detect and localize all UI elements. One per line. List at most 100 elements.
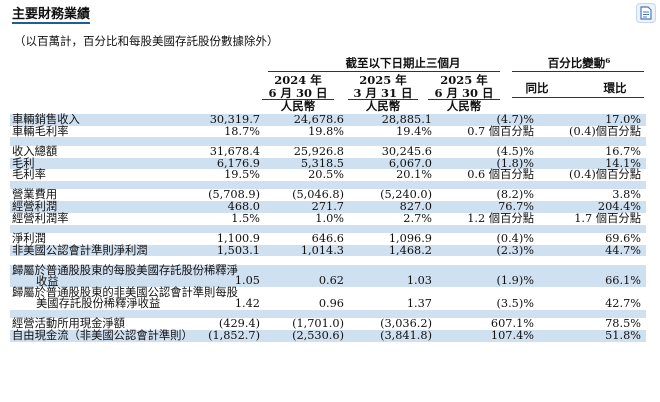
value-2025q1: (2,530.6) (292, 329, 344, 343)
value-yoy: 0.6 個百分點 (467, 168, 534, 182)
value-2025q2: 2.7% (403, 211, 432, 225)
header-rule-change-cols (512, 97, 644, 98)
column-header-year: 2024 年 (274, 73, 322, 87)
value-qoq: (0.4)個百分點 (569, 168, 641, 182)
value-2024q2: 31,678.4 (209, 144, 260, 158)
value-qoq: 69.6% (605, 232, 641, 245)
page-title: 主要財務業績 (12, 7, 91, 22)
value-qoq: 78.5% (605, 317, 641, 331)
row-label: 自由現金流（非美國公認會計準則） (12, 329, 193, 343)
value-2025q2: 1,468.2 (388, 243, 432, 257)
column-header-date: 6 月 30 日 (428, 86, 500, 100)
column-header-currency: 人民幣 (365, 99, 401, 113)
value-2024q2: 1.05 (234, 274, 260, 288)
row-label: 淨利潤 (12, 232, 46, 245)
column-header-currency: 人民幣 (280, 99, 316, 113)
row-label-continued: 收益 (36, 274, 59, 288)
financial-table: 車輛銷售收入 30,319.7 24,678.6 28,885.1 (4.7)%… (10, 114, 646, 342)
value-2025q2: 30,245.6 (381, 144, 432, 158)
table-row: 自由現金流（非美國公認會計準則） (1,852.7) (2,530.6) (3,… (10, 330, 646, 342)
column-header-year: 2025 年 (359, 73, 407, 87)
value-2024q2: (5,708.9) (208, 188, 260, 202)
row-label: 毛利率 (12, 168, 46, 182)
column-header-date: 3 月 31 日 (348, 86, 418, 100)
value-2025q1: (5,046.8) (292, 188, 344, 202)
spacer-row (10, 180, 646, 190)
value-2025q2: (3,841.8) (380, 329, 432, 343)
column-header-currency: 人民幣 (446, 99, 482, 113)
value-yoy: (0.4)% (496, 232, 534, 245)
value-2025q1: 1.0% (315, 211, 344, 225)
table-row: 歸屬於普通股股東的每股美國存託股份稀釋淨 收益 1.05 0.62 1.03 (… (10, 265, 646, 288)
value-2024q2: 468.0 (227, 200, 260, 214)
header-rule-right (512, 71, 644, 72)
value-yoy: (8.2)% (496, 188, 534, 202)
value-2024q2: 1,100.9 (216, 232, 260, 245)
row-label: 經營活動所用現金淨額 (12, 317, 125, 331)
value-2024q2: (429.4) (218, 317, 260, 331)
value-qoq: 3.8% (612, 188, 641, 202)
value-2025q1: 0.96 (318, 296, 344, 310)
value-2025q2: 1.03 (406, 274, 432, 288)
value-2025q1: 20.5% (308, 168, 344, 182)
spacer-row (10, 224, 646, 233)
value-yoy: 607.1% (490, 317, 534, 331)
value-2025q2: (5,240.0) (380, 188, 432, 202)
column-header-year: 2025 年 (440, 73, 488, 87)
value-yoy: (1.9)% (496, 274, 534, 288)
value-qoq: 17.0% (605, 113, 641, 126)
value-2025q2: 827.0 (399, 200, 432, 214)
value-yoy: (2.3)% (496, 243, 534, 257)
table-row: 毛利 6,176.9 5,318.5 6,067.0 (1.8)% 14.1% (10, 156, 646, 170)
header-rule-left (268, 71, 500, 72)
spacer-row (10, 309, 646, 319)
title-underline (12, 22, 90, 24)
value-2024q2: 30,319.7 (209, 113, 260, 126)
value-2025q1: 5,318.5 (300, 156, 344, 170)
value-yoy: 76.7% (498, 200, 534, 214)
row-label: 歸屬於普通股股東的非美國公認會計準則每股 (12, 286, 238, 300)
row-label: 毛利 (12, 156, 35, 170)
document-icon[interactable] (636, 3, 656, 23)
value-2025q1: 646.6 (311, 232, 344, 245)
units-note: （以百萬計，百分比和每股美國存託股份數據除外） (14, 34, 279, 48)
table-row: 經營活動所用現金淨額 (429.4) (1,701.0) (3,036.2) 6… (10, 318, 646, 330)
spacer-row (10, 137, 646, 146)
value-2025q2: 28,885.1 (381, 113, 432, 126)
row-label: 經營利潤 (12, 200, 58, 214)
value-yoy: (3.5)% (496, 296, 534, 310)
column-header-2025-jun: 2025 年 6 月 30 日 人民幣 (428, 74, 500, 113)
value-yoy: (1.8)% (496, 156, 534, 170)
row-label: 營業費用 (12, 188, 58, 202)
value-2025q2: 19.4% (396, 124, 432, 138)
table-row: 收入總額 31,678.4 25,926.8 30,245.6 (4.5)% 1… (10, 146, 646, 158)
value-yoy: 0.7 個百分點 (467, 124, 534, 138)
value-2025q1: 0.62 (318, 274, 344, 288)
value-qoq: 42.7% (605, 296, 641, 310)
table-row: 經營利潤率 1.5% 1.0% 2.7% 1.2 個百分點 1.7 個百分點 (10, 213, 646, 225)
row-label: 歸屬於普通股股東的每股美國存託股份稀釋淨 (12, 263, 238, 277)
table-row: 營業費用 (5,708.9) (5,046.8) (5,240.0) (8.2)… (10, 189, 646, 201)
value-2024q2: 18.7% (224, 124, 260, 138)
value-qoq: 204.4% (597, 200, 641, 214)
value-2025q1: 24,678.6 (293, 113, 344, 126)
value-2024q2: 19.5% (224, 168, 260, 182)
header-group-change: 百分比變動⁶ (547, 56, 611, 70)
value-yoy: (4.5)% (496, 144, 534, 158)
value-2024q2: 1,503.1 (216, 243, 260, 257)
column-header-date: 6 月 30 日 (262, 86, 334, 100)
value-qoq: 44.7% (605, 243, 641, 257)
row-label: 車輛毛利率 (12, 124, 69, 138)
value-2025q1: (1,701.0) (292, 317, 344, 331)
value-yoy: 107.4% (490, 329, 534, 343)
value-2025q1: 1,014.3 (300, 243, 344, 257)
table-row: 車輛毛利率 18.7% 19.8% 19.4% 0.7 個百分點 (0.4)個百… (10, 124, 646, 138)
table-row: 毛利率 19.5% 20.5% 20.1% 0.6 個百分點 (0.4)個百分點 (10, 169, 646, 181)
value-yoy: (4.7)% (496, 113, 534, 126)
value-qoq: 16.7% (605, 144, 641, 158)
value-2024q2: 1.5% (231, 211, 260, 225)
column-header-qoq: 環比 (603, 81, 627, 95)
value-2024q2: (1,852.7) (208, 329, 260, 343)
value-yoy: 1.2 個百分點 (467, 211, 534, 225)
value-2025q2: 1,096.9 (388, 232, 432, 245)
